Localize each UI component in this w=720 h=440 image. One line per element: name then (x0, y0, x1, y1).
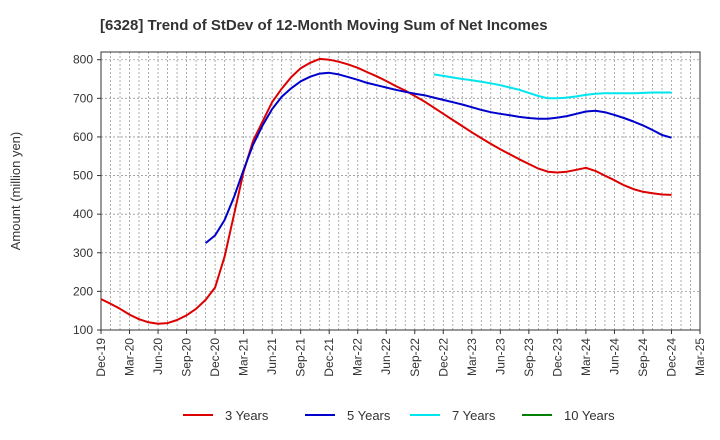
plot-frame (100, 51, 701, 331)
x-tick-label: Mar-23 (465, 338, 479, 376)
series-line-3 (433, 73, 672, 100)
y-tick-label: 300 (73, 246, 93, 260)
x-tick-label: Sep-24 (636, 338, 650, 377)
chart-title: [6328] Trend of StDev of 12-Month Moving… (100, 17, 548, 34)
y-tick-label: 400 (73, 207, 93, 221)
x-tick-label: Jun-24 (607, 338, 621, 375)
x-tick-label: Jun-23 (493, 338, 507, 375)
x-tick-label: Mar-22 (351, 338, 365, 376)
y-tick-label: 600 (73, 130, 93, 144)
x-tick-label: Jun-20 (151, 338, 165, 375)
x-tick-label: Dec-24 (664, 338, 678, 377)
x-tick-label: Sep-20 (180, 338, 194, 377)
x-tick-label: Sep-22 (408, 338, 422, 377)
x-tick-label: Dec-21 (322, 338, 336, 377)
y-tick-label: 700 (73, 91, 93, 105)
series-line-1 (100, 57, 672, 325)
x-tick-label: Mar-24 (579, 338, 593, 376)
y-tick-label: 100 (73, 323, 93, 337)
x-tick-label: Mar-20 (123, 338, 137, 376)
x-tick-label: Sep-21 (294, 338, 308, 377)
y-axis-label: Amount (million yen) (8, 132, 23, 251)
x-tick-label: Dec-22 (436, 338, 450, 377)
series-lines (100, 57, 672, 325)
legend-label: 5 Years (347, 408, 391, 423)
x-tick-label: Mar-21 (237, 338, 251, 376)
plot-area (101, 52, 700, 330)
x-tick-label: Dec-23 (550, 338, 564, 377)
x-tick-label: Dec-19 (94, 338, 108, 377)
legend-label: 10 Years (564, 408, 615, 423)
x-tick-label: Dec-20 (208, 338, 222, 377)
y-tick-label: 500 (73, 169, 93, 183)
y-tick-label: 200 (73, 284, 93, 298)
axes (100, 51, 701, 331)
x-tick-label: Mar-25 (693, 338, 707, 376)
x-tick-label: Jun-21 (265, 338, 279, 375)
y-tick-labels: 100 200 300 400 500 600 700 800 (73, 53, 101, 337)
series-line-2 (204, 71, 672, 244)
legend-label: 7 Years (452, 408, 496, 423)
x-tick-labels: Dec-19 Mar-20 Jun-20 Sep-20 Dec-20 Mar-21 Jun-… (94, 330, 707, 377)
x-tick-label: Sep-23 (522, 338, 536, 377)
legend-label: 3 Years (225, 408, 269, 423)
legend: 3 Years 5 Years 7 Years 10 Years (183, 408, 615, 423)
y-tick-label: 800 (73, 53, 93, 67)
x-tick-label: Jun-22 (379, 338, 393, 375)
